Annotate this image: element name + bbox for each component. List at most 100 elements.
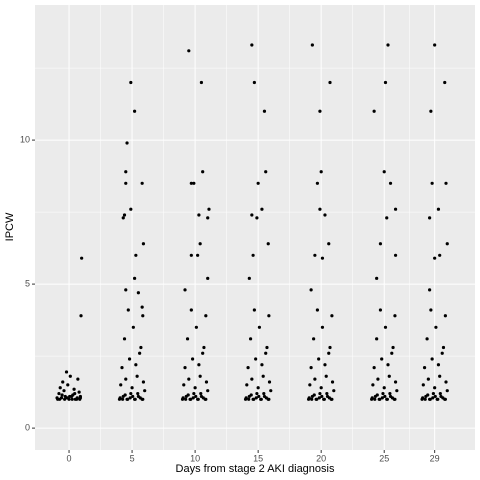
point — [383, 80, 388, 85]
point — [431, 396, 435, 400]
x-tick-label: 29 — [430, 453, 440, 463]
point — [119, 383, 123, 387]
point — [187, 49, 191, 53]
point — [382, 170, 386, 174]
point — [323, 363, 327, 367]
point — [62, 389, 66, 393]
point — [68, 394, 72, 399]
point — [267, 397, 271, 401]
point — [248, 337, 253, 341]
point — [378, 397, 382, 401]
point — [382, 386, 386, 390]
point — [124, 377, 128, 381]
point — [436, 397, 440, 401]
point — [124, 181, 128, 185]
point — [244, 396, 248, 400]
point — [393, 207, 398, 211]
point — [140, 181, 144, 185]
point — [252, 308, 256, 312]
point — [433, 256, 437, 260]
point — [426, 393, 430, 397]
point — [257, 325, 262, 329]
point — [256, 386, 260, 390]
point — [325, 391, 329, 396]
point — [388, 181, 393, 185]
point — [186, 393, 190, 397]
x-tick-label: 20 — [316, 453, 326, 463]
point — [375, 276, 379, 280]
point — [134, 363, 138, 367]
point — [138, 396, 142, 400]
point — [206, 276, 210, 280]
point — [190, 357, 195, 361]
point — [204, 380, 209, 384]
point — [315, 181, 320, 185]
point — [318, 109, 322, 113]
point — [207, 207, 211, 211]
point — [260, 363, 264, 367]
point — [118, 396, 122, 400]
point — [443, 397, 447, 401]
point — [251, 253, 255, 257]
point — [129, 207, 133, 211]
point — [383, 325, 388, 329]
point — [393, 253, 398, 257]
point — [422, 366, 427, 370]
point — [383, 394, 387, 399]
point — [181, 396, 185, 400]
point — [376, 377, 380, 381]
point — [129, 391, 133, 396]
point — [182, 383, 186, 387]
point — [141, 314, 145, 318]
point — [123, 393, 127, 397]
point — [58, 386, 62, 390]
point — [319, 386, 323, 390]
point — [72, 387, 76, 391]
point — [194, 325, 198, 329]
point — [430, 357, 434, 361]
point — [425, 337, 429, 341]
point — [423, 397, 427, 401]
point — [434, 325, 438, 329]
point — [131, 394, 135, 399]
point — [197, 213, 201, 217]
point — [122, 213, 127, 217]
point — [132, 276, 137, 280]
point — [57, 391, 61, 396]
point — [121, 216, 125, 220]
point — [330, 397, 334, 401]
point — [194, 394, 198, 399]
point — [184, 397, 188, 401]
point — [192, 181, 196, 185]
point — [252, 397, 256, 401]
point — [185, 337, 190, 341]
point — [312, 393, 316, 397]
point — [260, 207, 264, 211]
point — [78, 397, 82, 401]
point — [386, 43, 390, 47]
point — [393, 314, 397, 318]
point — [254, 396, 258, 400]
point — [64, 370, 69, 374]
point — [443, 80, 447, 85]
point — [327, 396, 331, 400]
point — [372, 109, 376, 113]
point — [429, 308, 433, 312]
point — [63, 397, 67, 401]
point — [327, 351, 331, 355]
point — [309, 288, 313, 292]
point — [372, 366, 376, 370]
point — [385, 216, 389, 220]
point — [196, 253, 200, 257]
point — [421, 383, 425, 387]
point — [247, 397, 251, 401]
point — [444, 181, 448, 185]
point — [386, 363, 390, 367]
point — [80, 256, 84, 260]
x-tick-label: 25 — [379, 453, 389, 463]
point — [426, 377, 430, 381]
point — [388, 391, 392, 396]
point — [322, 397, 326, 401]
point — [328, 80, 332, 85]
